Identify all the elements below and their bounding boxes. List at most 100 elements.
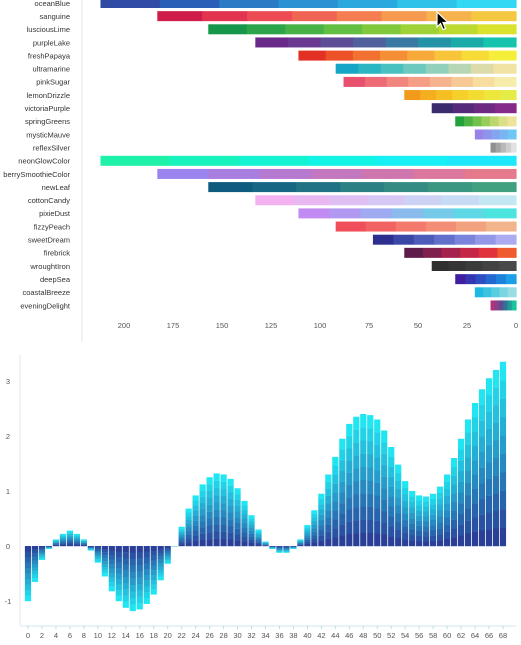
column-segment <box>88 550 94 551</box>
column-segment <box>241 510 247 515</box>
column-segment <box>32 564 38 568</box>
palette-swatch <box>336 64 359 74</box>
palette-swatch <box>436 90 453 100</box>
column-segment <box>234 517 240 523</box>
palette-swatch <box>491 300 496 310</box>
column-bar <box>151 546 157 595</box>
column-segment <box>220 496 226 503</box>
column-segment <box>493 405 499 423</box>
column-bar <box>451 458 457 546</box>
column-segment <box>130 572 136 579</box>
column-segment <box>493 458 499 476</box>
column-segment <box>311 525 317 529</box>
column-segment <box>227 512 233 519</box>
column-segment <box>402 481 408 488</box>
palette-swatch <box>353 51 381 61</box>
x-tick-label: 8 <box>82 631 86 640</box>
column-segment <box>109 564 115 569</box>
column-segment <box>200 540 206 546</box>
column-segment <box>311 517 317 521</box>
palette-swatch <box>366 222 397 232</box>
column-segment <box>388 467 394 477</box>
column-segment <box>444 517 450 524</box>
column-segment <box>374 432 380 445</box>
column-segment <box>74 535 80 536</box>
palette-swatch <box>475 274 486 284</box>
column-segment <box>25 579 31 585</box>
column-segment <box>444 532 450 539</box>
column-segment <box>458 460 464 471</box>
column-segment <box>381 454 387 466</box>
column-segment <box>353 456 359 469</box>
palette-swatch <box>508 300 513 310</box>
column-segment <box>248 515 254 518</box>
column-segment <box>493 528 499 546</box>
column-segment <box>430 515 436 520</box>
palette-swatch <box>260 169 312 179</box>
column-segment <box>479 499 485 515</box>
column-segment <box>255 531 261 533</box>
column-segment <box>325 532 331 539</box>
palette-swatch <box>465 169 517 179</box>
column-segment <box>200 503 206 509</box>
column-segment <box>395 497 401 505</box>
palette-bar <box>373 235 517 245</box>
palette-bar <box>100 0 516 8</box>
column-segment <box>458 503 464 514</box>
column-segment <box>367 428 373 441</box>
column-segment <box>409 530 415 536</box>
column-segment <box>67 538 73 540</box>
column-segment <box>304 542 310 544</box>
palette-swatch <box>393 235 414 245</box>
palette-bar <box>432 261 517 271</box>
column-segment <box>32 560 38 564</box>
column-segment <box>220 539 226 546</box>
column-segment <box>255 534 261 536</box>
column-segment <box>346 534 352 546</box>
column-segment <box>123 595 129 601</box>
column-segment <box>102 555 108 558</box>
column-segment <box>388 457 394 467</box>
column-segment <box>186 535 192 539</box>
column-segment <box>500 380 506 399</box>
column-segment <box>493 370 499 388</box>
column-segment <box>200 509 206 515</box>
column-segment <box>465 521 471 534</box>
column-segment <box>423 536 429 541</box>
column-segment <box>137 590 143 597</box>
palette-swatch <box>362 169 414 179</box>
column-segment <box>353 507 359 520</box>
column-segment <box>116 568 122 574</box>
x-tick-label: 60 <box>443 631 451 640</box>
palette-swatch <box>489 51 517 61</box>
column-segment <box>39 557 45 559</box>
column-segment <box>193 516 199 521</box>
column-bar <box>88 546 94 551</box>
column-segment <box>367 454 373 467</box>
column-segment <box>95 548 101 550</box>
palette-swatch <box>160 0 220 8</box>
column-segment <box>60 538 66 539</box>
x-tick-label: 6 <box>68 631 72 640</box>
column-segment <box>158 560 164 564</box>
column-segment <box>486 479 492 496</box>
column-segment <box>151 565 157 570</box>
column-segment <box>200 534 206 540</box>
column-segment <box>32 571 38 575</box>
column-segment <box>213 495 219 502</box>
column-segment <box>165 546 171 548</box>
x-tick-label: 24 <box>191 631 199 640</box>
category-label: freshPapaya <box>28 51 71 60</box>
column-segment <box>165 562 171 564</box>
y-tick-label: -1 <box>5 597 12 606</box>
column-segment <box>339 471 345 482</box>
palette-swatch <box>486 222 517 232</box>
column-segment <box>179 531 185 533</box>
palette-bar <box>491 143 517 153</box>
column-segment <box>430 530 436 535</box>
y-tick-label: 2 <box>6 432 10 441</box>
column-segment <box>332 484 338 493</box>
palette-swatch <box>448 64 471 74</box>
column-segment <box>458 439 464 450</box>
palette-swatch <box>377 156 447 166</box>
